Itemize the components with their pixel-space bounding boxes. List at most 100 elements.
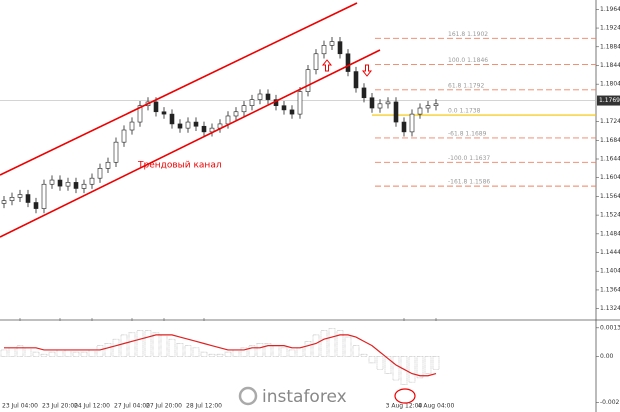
x-tick-label: 23 Jul 20:00 [42, 403, 78, 410]
y-tick-label: 1.1844 [600, 62, 620, 69]
candle-body [377, 103, 383, 109]
histogram-bar [256, 343, 264, 357]
candle-body [249, 99, 255, 106]
watermark-bg [228, 380, 360, 412]
candle-body [105, 161, 111, 169]
y-tick-label: 1.1684 [600, 137, 620, 144]
candle-body [305, 69, 311, 92]
candle-body [433, 103, 439, 106]
histogram-bar [152, 332, 160, 357]
candle-body [297, 91, 303, 115]
histogram-bar [328, 328, 336, 357]
histogram-bar [432, 356, 440, 370]
candle-body [161, 111, 167, 115]
channel-upper [0, 2, 358, 176]
histogram-bar [304, 341, 312, 357]
y-tick-label: 1.1924 [600, 25, 620, 32]
candle-body [113, 141, 119, 163]
y-tick-label: 1.1604 [600, 174, 620, 181]
histogram-bar [408, 356, 416, 383]
candle-body [1, 200, 7, 204]
candle-body [353, 71, 359, 89]
candle-body [385, 101, 391, 105]
candle-body [361, 87, 367, 99]
candle-body [57, 179, 63, 187]
watermark-icon [238, 386, 258, 406]
histogram-bar [32, 351, 40, 357]
histogram-bar [0, 349, 8, 357]
candle-body [417, 107, 423, 115]
histogram-bar [136, 330, 144, 357]
candle-body [265, 93, 271, 100]
candle-body [129, 121, 135, 131]
y-tick-label: 1.1964 [600, 6, 620, 13]
histogram-bar [392, 356, 400, 381]
y-tick-label: 1.1804 [600, 81, 620, 88]
x-tick-label: 27 Jul 20:00 [146, 403, 182, 410]
candle-body [193, 121, 199, 127]
histogram-bar [96, 345, 104, 357]
histogram-bar [184, 345, 192, 357]
histogram-bar [224, 351, 232, 357]
candle-body [137, 105, 143, 123]
candle-body [241, 105, 247, 113]
channel-label: Трендовый канал [137, 161, 222, 171]
y-tick-label: 1.1484 [600, 230, 620, 237]
candle-body [65, 182, 71, 187]
histogram-bar [240, 347, 248, 357]
candle-body [25, 194, 31, 203]
y-tick-label: 1.1404 [600, 268, 620, 275]
y-tick-label: 1.1644 [600, 156, 620, 163]
signal-line [4, 334, 437, 377]
candle-body [313, 53, 319, 70]
candle-body [401, 121, 407, 133]
candle-body [233, 111, 239, 117]
x-tick-label: 28 Jul 12:00 [186, 403, 222, 410]
histogram-bar [264, 343, 272, 357]
candle-body [81, 183, 87, 189]
histogram-bar [144, 330, 152, 357]
y-tick-label: 0.00 [600, 353, 614, 360]
histogram-bar [120, 334, 128, 357]
candle-body [425, 105, 431, 109]
candle-body [257, 93, 263, 100]
histogram-bar [384, 356, 392, 374]
histogram-bar [344, 336, 352, 357]
y-tick-label: 1.1364 [600, 286, 620, 293]
candle-body [17, 194, 23, 198]
arrow-down [361, 64, 373, 77]
histogram-bar [40, 353, 48, 357]
histogram-bar [208, 353, 216, 357]
candle-body [177, 123, 183, 129]
histogram-bar [400, 356, 408, 385]
candle-body [337, 41, 343, 55]
highlight-circle [394, 388, 416, 404]
histogram-bar [72, 351, 80, 357]
fib-label: -61.8 1.1689 [448, 130, 487, 137]
histogram-bar [336, 330, 344, 357]
watermark: instaforex [262, 387, 347, 407]
candle-body [185, 121, 191, 129]
candle-body [329, 41, 335, 46]
histogram-bar [368, 356, 376, 364]
histogram-bar [360, 353, 368, 357]
fib-label: 61.8 1.1792 [448, 82, 484, 89]
histogram-bar [48, 351, 56, 357]
y-tick-label: 1.1884 [600, 43, 620, 50]
candle-body [9, 197, 15, 201]
y-tick-label: 1.1324 [600, 305, 620, 312]
channel-lower [0, 49, 381, 238]
candle-body [97, 168, 103, 179]
histogram-bar [312, 334, 320, 357]
histogram-bar [16, 345, 24, 357]
candle-body [409, 113, 415, 133]
candle-body [153, 101, 159, 113]
x-tick-label: 3 Aug 12:00 [386, 403, 423, 410]
x-tick-label: 27 Jul 04:00 [114, 403, 150, 410]
histogram-bar [376, 356, 384, 370]
candle-body [393, 101, 399, 123]
histogram-bar [176, 343, 184, 357]
candle-body [201, 125, 207, 133]
